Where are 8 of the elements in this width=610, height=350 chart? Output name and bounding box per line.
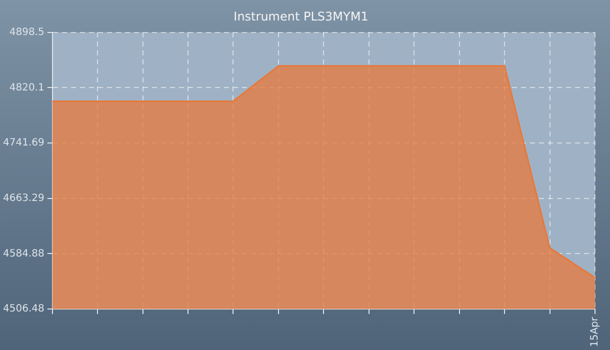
chart-title: Instrument PLS3MYM1 bbox=[234, 9, 368, 24]
y-tick-label: 4820.1 bbox=[9, 82, 44, 94]
y-tick-label: 4663.29 bbox=[2, 192, 44, 204]
y-tick-label: 4741.69 bbox=[2, 138, 44, 149]
y-tick-label: 4506.48 bbox=[2, 304, 44, 315]
x-tick-label: 15Apr bbox=[590, 316, 601, 348]
y-tick-label: 4584.88 bbox=[2, 248, 44, 260]
y-tick-label: 4898.5 bbox=[9, 26, 44, 38]
